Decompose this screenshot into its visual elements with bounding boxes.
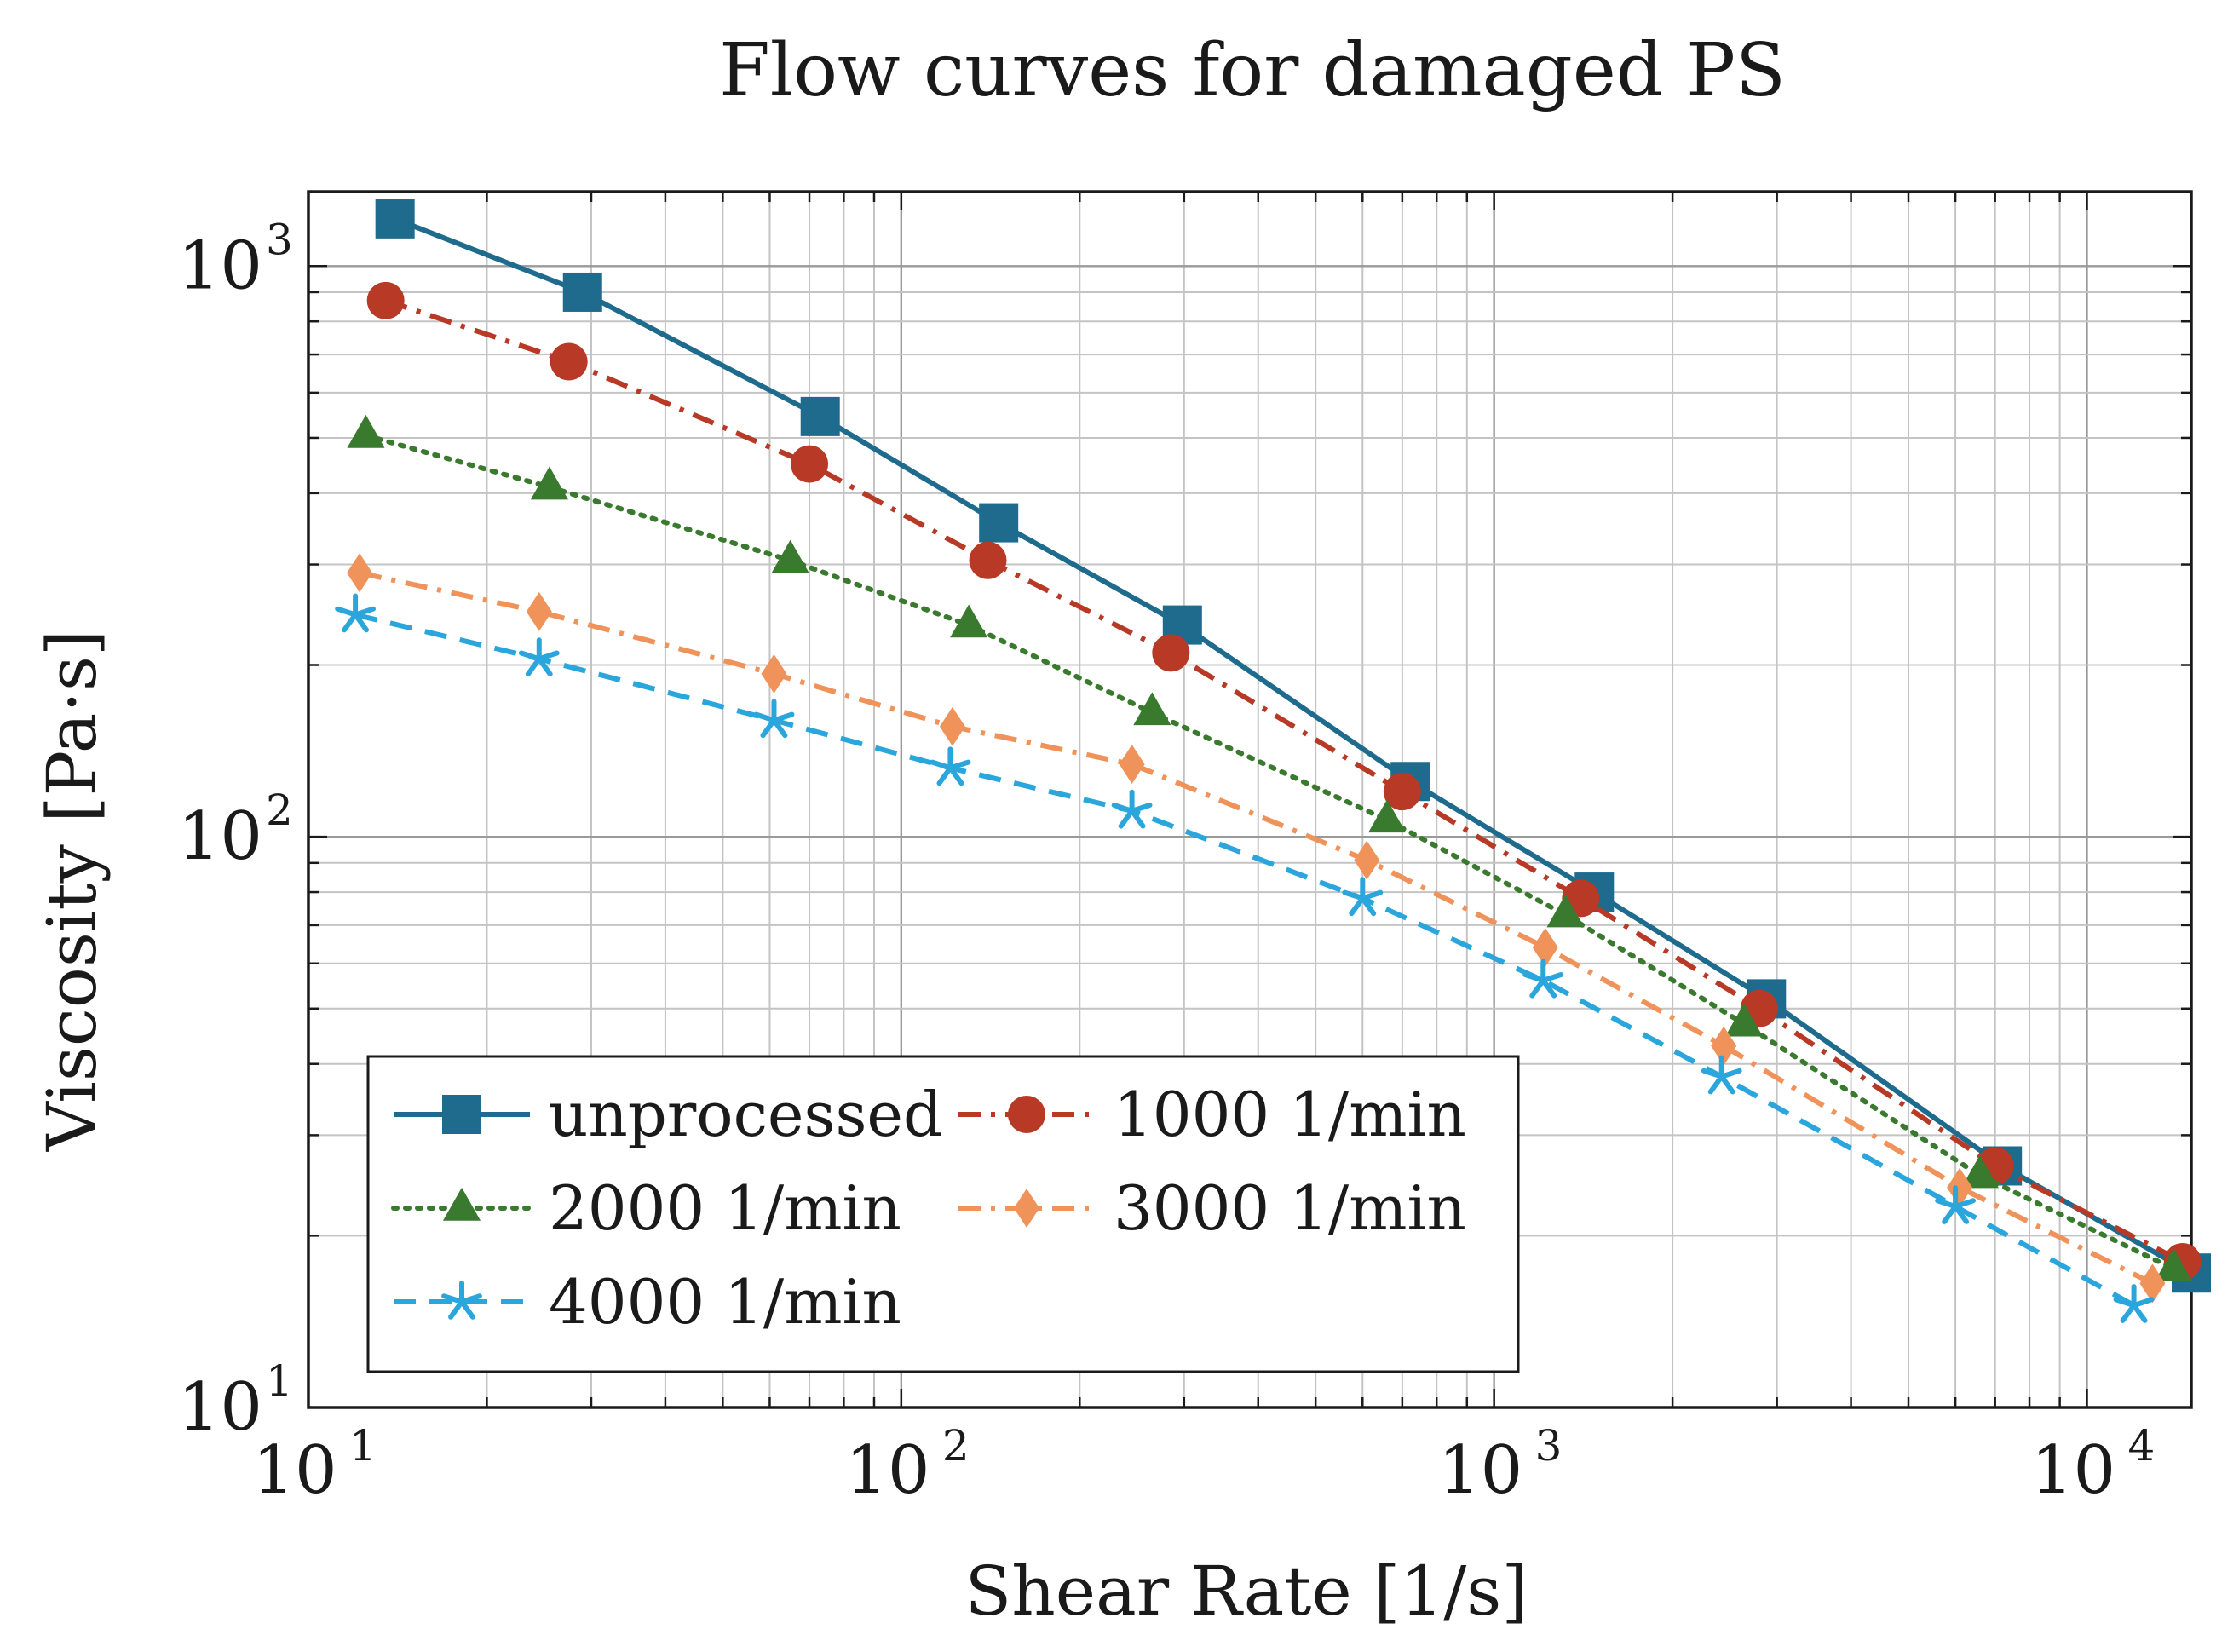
data-point xyxy=(2139,1263,2166,1304)
data-point xyxy=(335,593,376,633)
legend-label: 3000 1/min xyxy=(1114,1172,1466,1244)
data-point xyxy=(950,604,988,638)
legend-item: unprocessed xyxy=(394,1079,942,1150)
data-point xyxy=(1354,840,1380,880)
data-point xyxy=(1133,692,1171,726)
data-point xyxy=(1701,1055,1742,1095)
data-point xyxy=(366,281,405,319)
series-line xyxy=(394,216,2193,1275)
tick-marks xyxy=(307,192,2191,1409)
legend-label: 4000 1/min xyxy=(549,1266,901,1338)
series-line xyxy=(354,612,2136,1308)
data-point xyxy=(939,706,965,746)
series-1000-1-min xyxy=(366,281,2202,1281)
data-point xyxy=(530,466,568,500)
x-tick-label-exponent: 2 xyxy=(942,1421,970,1471)
x-tick-label: 10 xyxy=(845,1432,930,1509)
data-point xyxy=(1368,799,1407,833)
data-point xyxy=(800,396,840,436)
x-tick-label-exponent: 1 xyxy=(349,1421,377,1471)
data-point xyxy=(2113,1284,2155,1323)
series-line xyxy=(363,433,2177,1272)
tick-labels: 10 1 10 2 10 3 10 410 110 210 3 xyxy=(178,215,2156,1509)
data-point xyxy=(1522,958,1564,999)
data-point xyxy=(1383,773,1421,811)
legend: unprocessed 1000 1/min 2000 1/min 3000 1/mi… xyxy=(366,1055,1520,1373)
legend-label: 2000 1/min xyxy=(549,1172,901,1244)
series-2000-1-min xyxy=(347,414,2193,1281)
data-point xyxy=(562,272,602,312)
legend-marker xyxy=(1008,1096,1045,1133)
legend-item: 2000 1/min xyxy=(391,1172,901,1244)
legend-marker xyxy=(442,1095,481,1134)
legend-label: 1000 1/min xyxy=(1114,1079,1466,1150)
data-point xyxy=(979,503,1019,543)
y-tick-label: 10 xyxy=(178,798,262,875)
data-point xyxy=(969,541,1007,579)
chart-title: Flow curves for damaged PS xyxy=(719,28,1786,113)
y-tick-label: 10 xyxy=(178,227,262,304)
data-point xyxy=(753,699,795,739)
legend-box xyxy=(366,1055,1520,1373)
y-tick-label-exponent: 1 xyxy=(266,1356,293,1406)
data-point xyxy=(347,553,373,593)
data-point xyxy=(2155,1248,2193,1281)
legend-item: 4000 1/min xyxy=(394,1266,901,1338)
series-4000-1-min xyxy=(335,593,2155,1323)
legend-marker xyxy=(442,1187,481,1221)
series-line xyxy=(384,297,2184,1264)
data-point xyxy=(1111,789,1153,829)
x-tick-label-exponent: 3 xyxy=(1535,1421,1563,1471)
series-line xyxy=(359,570,2154,1286)
x-tick-label: 10 xyxy=(1438,1432,1522,1509)
data-point xyxy=(761,653,787,694)
plot-frame xyxy=(307,190,2193,1409)
data-point xyxy=(1724,1003,1764,1037)
data-point xyxy=(1152,634,1190,672)
y-axis-label: Viscosity [Pa·s] xyxy=(32,630,112,1152)
data-point xyxy=(518,637,560,677)
series-lines xyxy=(335,199,2211,1323)
x-tick-label: 10 xyxy=(252,1432,337,1509)
data-point xyxy=(526,591,552,631)
legend-item: 3000 1/min xyxy=(958,1172,1466,1244)
x-tick-label: 10 xyxy=(2031,1432,2115,1509)
x-tick-label-exponent: 4 xyxy=(2127,1421,2155,1471)
data-point xyxy=(375,199,415,239)
legend-item: 1000 1/min xyxy=(958,1079,1466,1150)
data-point xyxy=(930,746,971,786)
data-point xyxy=(550,342,588,381)
data-point xyxy=(1935,1185,1976,1224)
data-point xyxy=(1532,927,1558,967)
data-point xyxy=(791,445,829,483)
y-tick-label-exponent: 2 xyxy=(266,786,293,835)
y-tick-label-exponent: 3 xyxy=(266,215,293,264)
legend-marker xyxy=(441,1281,482,1320)
legend-marker xyxy=(1014,1189,1039,1228)
data-point xyxy=(1546,894,1585,928)
data-point xyxy=(347,414,385,448)
data-point xyxy=(1119,745,1145,785)
data-point xyxy=(771,539,809,573)
legend-label: unprocessed xyxy=(549,1079,942,1150)
data-point xyxy=(1342,877,1384,917)
data-point xyxy=(1960,1154,1999,1189)
y-tick-label: 10 xyxy=(178,1369,262,1446)
x-axis-label: Shear Rate [1/s] xyxy=(964,1551,1528,1631)
data-point xyxy=(1711,1026,1737,1066)
